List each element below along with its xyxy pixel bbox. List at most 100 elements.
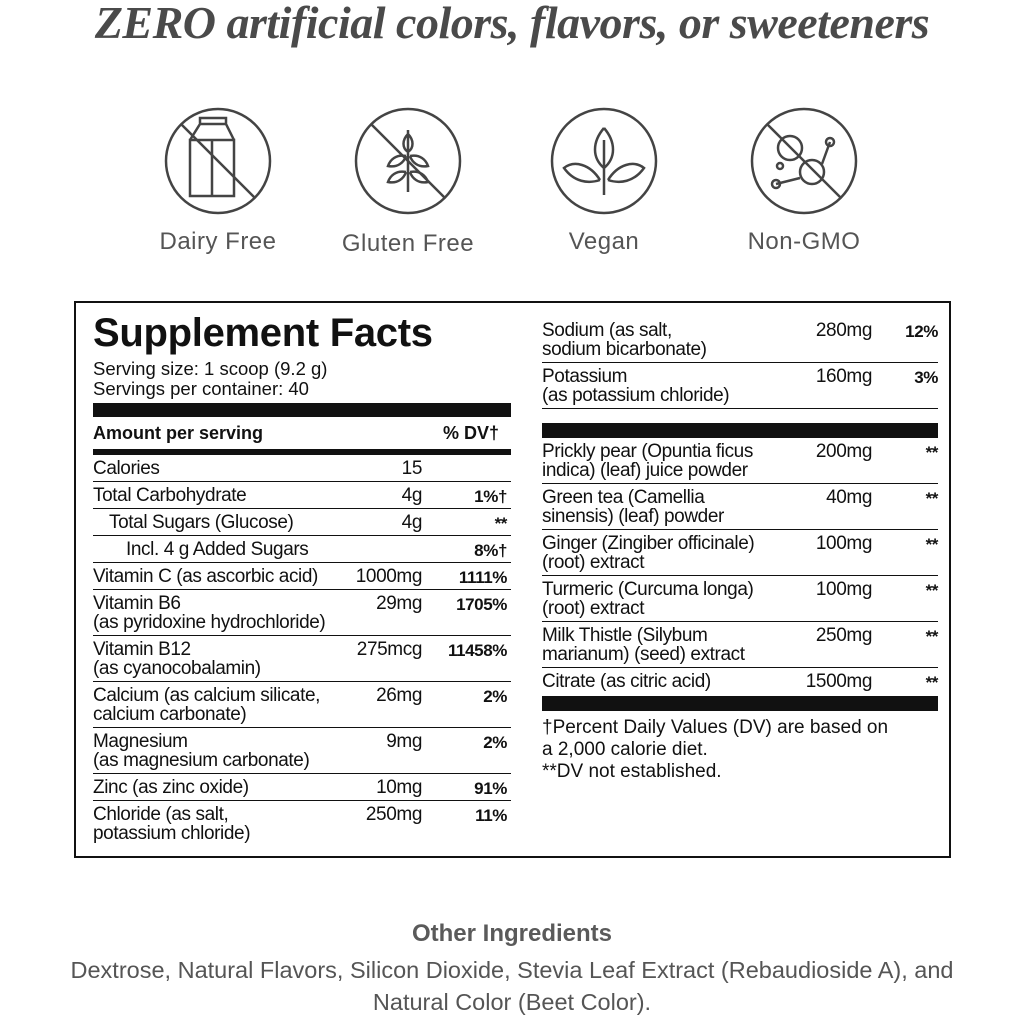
fact-row: Milk Thistle (Silybum marianum) (seed) ex… [542,622,938,668]
name-line: Sodium (as salt, [542,320,672,341]
nutrient-name: Prickly pear (Opuntia ficus indica) (leaf… [542,442,938,480]
amount: 40mg [826,487,872,508]
left-column: Supplement Facts Serving size: 1 scoop (… [93,303,511,846]
nutrient-name: Calories [93,459,511,478]
name-line: (as pyridoxine hydrochloride) [93,612,326,633]
footnote: **DV not established. [542,761,722,782]
name-line: (as cyanocobalamin) [93,658,261,679]
name-line: Incl. 4 g Added Sugars [126,539,309,560]
footnotes: †Percent Daily Values (DV) are based on … [542,717,938,783]
fact-row: Ginger (Zingiber officinale) (root) extra… [542,530,938,576]
fact-row: Vitamin B12 (as cyanocobalamin) 275mcg 1145… [93,636,511,682]
fact-row: Magnesium (as magnesium carbonate) 9mg 2% [93,728,511,774]
fact-row: Total Sugars (Glucose) 4g ** [93,509,511,536]
name-line: Vitamin C (as ascorbic acid) [93,566,318,587]
nutrient-name: Zinc (as zinc oxide) [93,778,511,797]
amount: 29mg [376,593,422,614]
fact-row: Calcium (as calcium silicate, calcium car… [93,682,511,728]
fact-row: Vitamin B6 (as pyridoxine hydrochloride) 2… [93,590,511,636]
daily-value: 11% [475,806,507,825]
amount: 4g [401,485,423,506]
nutrient-name: Ginger (Zingiber officinale) (root) extra… [542,534,938,572]
name-line: Turmeric (Curcuma longa) [542,579,754,600]
nutrient-name: Chloride (as salt, potassium chloride) [93,805,511,843]
daily-value: ** [925,627,939,646]
amount: 275mcg [356,639,423,660]
amount: 200mg [815,441,873,462]
amount: 10mg [376,777,422,798]
amount: 100mg [815,533,873,554]
servings: Servings per container: 40 [93,378,309,399]
name-line: Calories [93,458,160,479]
fact-row: Total Carbohydrate 4g 1%† [93,482,511,509]
right-column: Sodium (as salt, sodium bicarbonate) 280mg… [542,317,938,783]
badge-label: Non-GMO [747,228,861,255]
facts-title: Supplement Facts [93,311,433,355]
fact-row: Green tea (Camellia sinensis) (leaf) powd… [542,484,938,530]
badge-label: Gluten Free [341,230,475,257]
name-line: (as potassium chloride) [542,385,730,406]
other-ingredients-title: Other Ingredients [411,920,613,947]
nutrient-name: Green tea (Camellia sinensis) (leaf) powd… [542,488,938,526]
daily-value: ** [925,581,939,600]
non-gmo-icon [750,107,858,215]
daily-value: 8%† [474,541,507,560]
daily-value: 1705% [456,595,507,614]
daily-value: ** [494,514,508,533]
nutrient-name: Vitamin B12 (as cyanocobalamin) [93,640,511,678]
rows: Prickly pear (Opuntia ficus indica) (leaf… [542,438,938,694]
amount: 1500mg [805,671,873,692]
amount: 1000mg [355,566,423,587]
thick-rule [542,696,938,711]
amount: 9mg [386,731,422,752]
name-line: Potassium [542,366,628,387]
daily-value: ** [925,489,939,508]
name-line: sodium bicarbonate) [542,339,707,360]
nutrient-name: Citrate (as citric acid) [542,672,938,691]
rows: Calories 15 Total Carbohydrate 4g 1%† Total S… [93,455,511,846]
badge-label: Vegan [568,228,640,255]
amount: 15 [401,458,423,479]
badge-icons [164,107,858,215]
footnote: †Percent Daily Values (DV) are based on [542,717,889,738]
daily-value: 12% [905,322,938,341]
fact-row: Vitamin C (as ascorbic acid) 1000mg 1111% [93,563,511,590]
daily-value: 3% [914,368,938,387]
name-line: Vitamin B12 [93,639,191,660]
dairy-icon [164,107,272,215]
amount-header: Amount per serving [93,423,264,443]
nutrient-name: Calcium (as calcium silicate, calcium car… [93,686,511,724]
fact-row: Potassium (as potassium chloride) 160mg 3% [542,363,938,408]
name-line: marianum) (seed) extract [542,644,745,665]
name-line: (root) extract [542,598,645,619]
amount: 250mg [815,625,873,646]
name-line: Zinc (as zinc oxide) [93,777,249,798]
name-line: Magnesium [93,731,188,752]
name-line: sinensis) (leaf) powder [542,506,724,527]
gluten-icon [354,107,462,215]
supplement-facts: Supplement Facts Serving size: 1 scoop (… [74,301,951,858]
daily-value: 91% [474,779,507,798]
name-line: indica) (leaf) juice powder [542,460,748,481]
name-line: Green tea (Camellia [542,487,705,508]
name-line: Chloride (as salt, [93,804,229,825]
fact-row: Prickly pear (Opuntia ficus indica) (leaf… [542,438,938,484]
nutrient-name: Total Carbohydrate [93,486,511,505]
daily-value: 2% [483,687,507,706]
name-line: Ginger (Zingiber officinale) [542,533,755,554]
name-line: (as magnesium carbonate) [93,750,310,771]
amount-header-row: Amount per serving % DV† [93,417,511,449]
amount: 160mg [815,366,873,387]
amount: 250mg [365,804,423,825]
fact-row: Calories 15 [93,455,511,482]
name-line: Milk Thistle (Silybum [542,625,708,646]
nutrient-name: Total Sugars (Glucose) [93,513,511,532]
serving-size: Serving size: 1 scoop (9.2 g) [93,358,328,379]
name-line: Total Sugars (Glucose) [109,512,294,533]
nutrient-name: Turmeric (Curcuma longa) (root) extract [542,580,938,618]
name-line: (root) extract [542,552,645,573]
name-line: Calcium (as calcium silicate, [93,685,321,706]
fact-row: Zinc (as zinc oxide) 10mg 91% [93,774,511,801]
name-line: calcium carbonate) [93,704,247,725]
daily-value: 2% [483,733,507,752]
